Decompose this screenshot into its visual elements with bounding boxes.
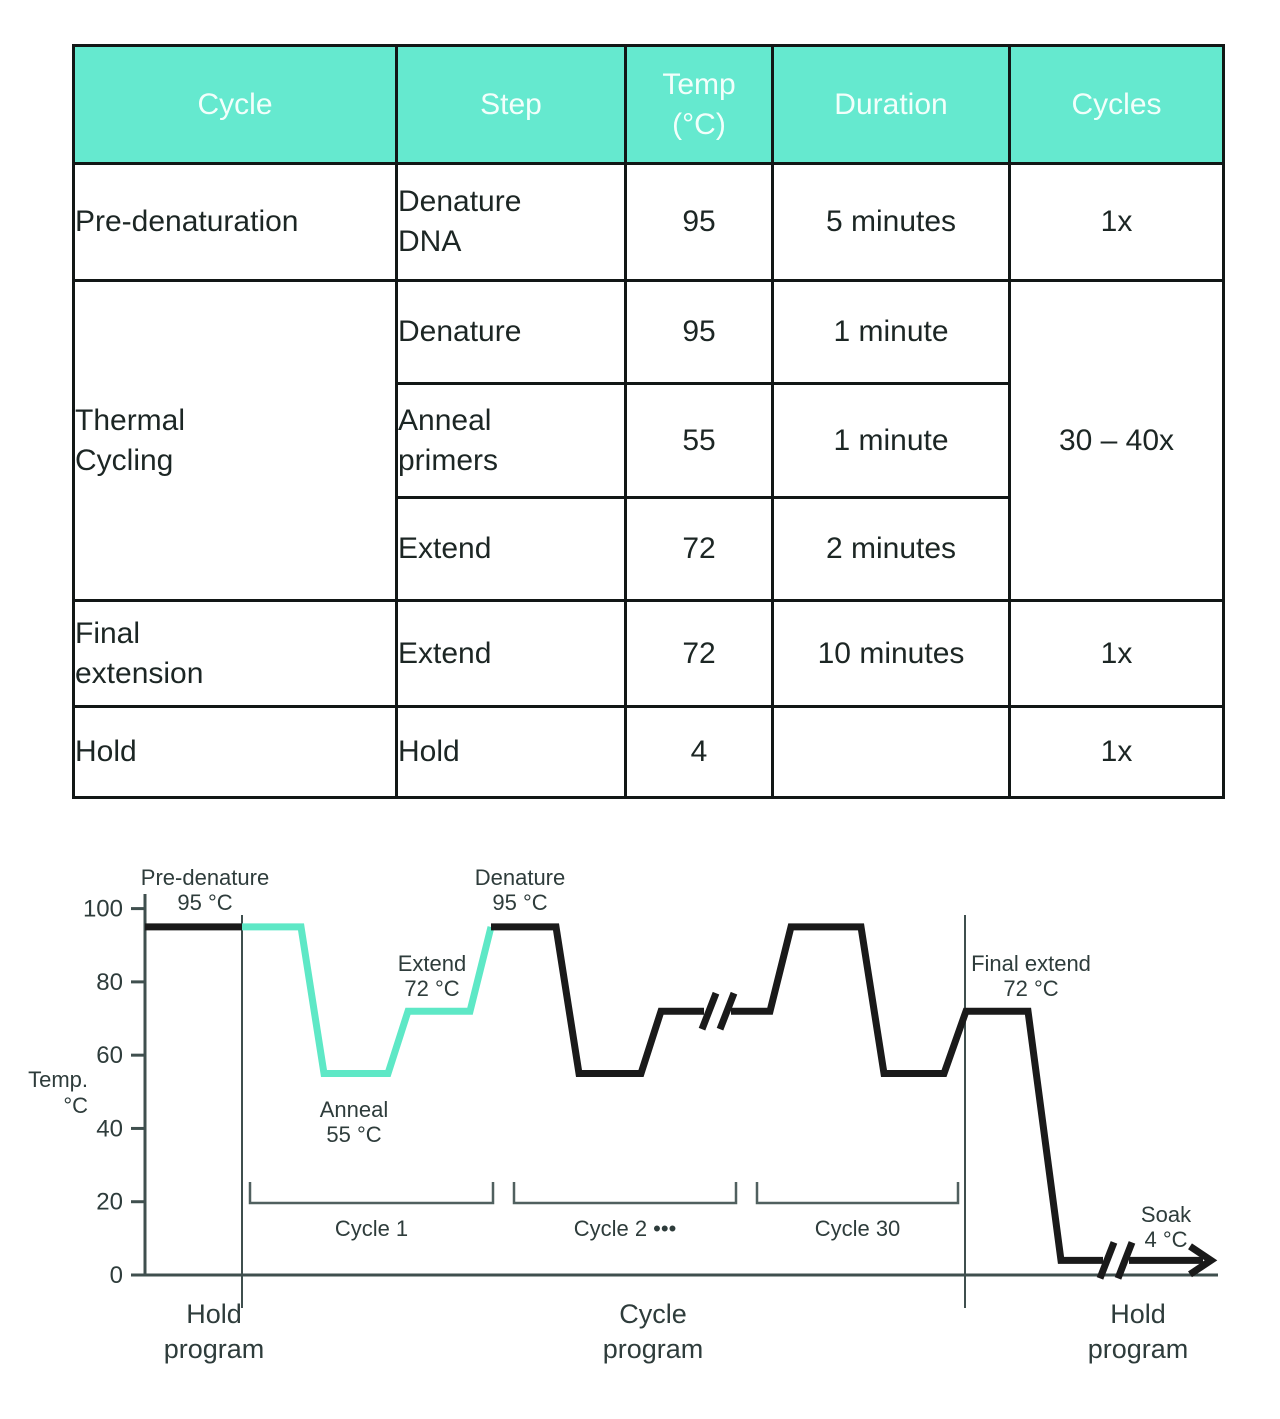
cell-duration: 1 minute	[771, 382, 1011, 499]
y-axis-title: Temp.	[28, 1067, 88, 1092]
cell-temp: 95	[624, 279, 774, 385]
cell-step: Extend	[395, 496, 627, 602]
table-row: Hold Hold 4 1x	[72, 705, 1225, 799]
header-duration: Duration	[771, 44, 1011, 165]
cell-temp: 72	[624, 599, 774, 708]
cycle-bracket-label: Cycle 30	[815, 1216, 901, 1241]
cell-duration: 10 minutes	[771, 599, 1011, 708]
cell-cycles: 1x	[1008, 705, 1225, 799]
line-break-mark	[698, 991, 720, 1031]
cell-cycles: 1x	[1008, 599, 1225, 708]
header-temp: Temp (°C)	[624, 44, 774, 165]
cell-step: Extend	[395, 599, 627, 708]
hold-program-right-label: program	[1088, 1334, 1189, 1364]
cell-duration	[771, 705, 1011, 799]
line-break-mark	[1096, 1241, 1118, 1280]
profile-cycle30	[731, 923, 1103, 1264]
denature-label: 95 °C	[492, 890, 547, 915]
profile-cycle1-highlight	[242, 923, 495, 1077]
cycle-bracket	[755, 1182, 960, 1205]
y-axis-title: °C	[63, 1093, 88, 1118]
extend-label: Extend	[398, 951, 467, 976]
table-header-row: Cycle Step Temp (°C) Duration Cycles	[72, 44, 1225, 165]
cell-duration: 5 minutes	[771, 162, 1011, 282]
cycle-bracket	[248, 1182, 495, 1205]
anneal-label: Anneal	[320, 1097, 389, 1122]
profile-cycle2	[491, 923, 704, 1077]
pre-denature-label: 95 °C	[177, 890, 232, 915]
cycle-bracket	[512, 1182, 738, 1205]
header-cycle: Cycle	[72, 44, 398, 165]
y-tick-label: 0	[110, 1262, 123, 1289]
cell-step: Anneal primers	[395, 382, 627, 499]
header-cycles: Cycles	[1008, 44, 1225, 165]
cycle-bracket-label: Cycle 1	[335, 1216, 408, 1241]
y-tick-label: 40	[96, 1115, 123, 1142]
cell-temp: 4	[624, 705, 774, 799]
cell-step: Denature	[395, 279, 627, 385]
hold-program-right-label: Hold	[1110, 1299, 1166, 1329]
y-tick-label: 100	[83, 896, 123, 923]
table-row: Final extension Extend 72 10 minutes 1x	[72, 599, 1225, 708]
y-tick-label: 20	[96, 1189, 123, 1216]
cell-cycle: Pre-denaturation	[72, 162, 398, 282]
cell-temp: 72	[624, 496, 774, 602]
table-row: Extend 72 2 minutes	[74, 496, 1224, 602]
cell-cycles: 1x	[1008, 162, 1225, 282]
soak-arrow-head	[1188, 1243, 1218, 1278]
cell-cycle: Final extension	[72, 599, 398, 708]
cell-duration: 2 minutes	[771, 496, 1011, 602]
cycle-program-label: program	[603, 1334, 704, 1364]
cell-step: Hold	[395, 705, 627, 799]
line-break-mark	[716, 991, 738, 1031]
cell-temp: 95	[624, 162, 774, 282]
cycle-bracket-label: Cycle 2 •••	[574, 1216, 677, 1241]
extend-label: 72 °C	[404, 976, 459, 1001]
final-extend-label: Final extend	[971, 951, 1091, 976]
header-step: Step	[395, 44, 627, 165]
cell-temp: 55	[624, 382, 774, 499]
pcr-protocol-table: Cycle Step Temp (°C) Duration Cycles Pre…	[72, 44, 1225, 799]
soak-label: 4 °C	[1144, 1227, 1187, 1252]
denature-label: Denature	[475, 865, 566, 890]
cell-cycles: 30 – 40x	[1008, 279, 1225, 602]
hold-program-left-label: program	[164, 1334, 265, 1364]
y-tick-label: 80	[96, 969, 123, 996]
cell-step: Denature DNA	[395, 162, 627, 282]
cell-cycle: Thermal Cycling	[72, 279, 398, 602]
hold-program-left-label: Hold	[186, 1299, 242, 1329]
cycle-program-label: Cycle	[619, 1299, 687, 1329]
line-break-mark	[1114, 1241, 1136, 1280]
table-row: Thermal Cycling Denature 95 1 minute 30 …	[72, 279, 1225, 602]
table-row: Pre-denaturation Denature DNA 95 5 minut…	[72, 162, 1225, 282]
pre-denature-label: Pre-denature	[141, 865, 269, 890]
anneal-label: 55 °C	[326, 1122, 381, 1147]
y-tick-label: 60	[96, 1042, 123, 1069]
cell-duration: 1 minute	[771, 279, 1011, 385]
soak-label: Soak	[1141, 1202, 1192, 1227]
final-extend-label: 72 °C	[1003, 976, 1058, 1001]
cell-cycle: Hold	[72, 705, 398, 799]
table-row: Anneal primers 55 1 minute	[74, 382, 1224, 499]
